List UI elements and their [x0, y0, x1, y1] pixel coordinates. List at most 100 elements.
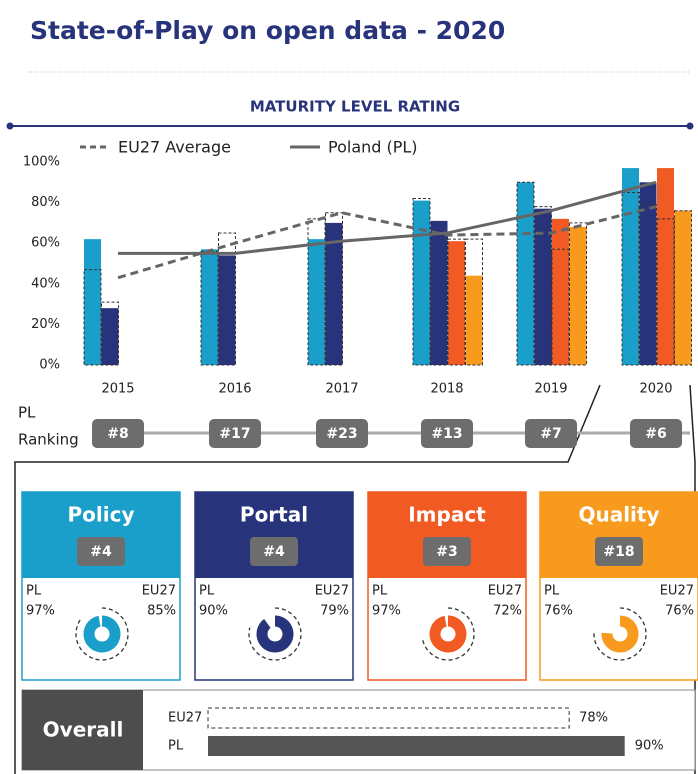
rule-dot — [6, 122, 14, 130]
section-title: MATURITY LEVEL RATING — [250, 98, 460, 116]
eu-label: EU27 — [488, 584, 522, 599]
rank-text: #8 — [107, 426, 128, 442]
rank-badge — [92, 419, 144, 448]
overall-value: 90% — [635, 739, 664, 754]
bar — [413, 200, 430, 365]
eu-label: EU27 — [315, 584, 349, 599]
eu27-bar-outline — [83, 269, 102, 366]
pl-donut — [429, 615, 467, 653]
bar — [201, 249, 218, 365]
eu-value: 79% — [320, 604, 349, 619]
eu27-bar-outline — [621, 191, 640, 366]
bar — [325, 222, 343, 365]
x-tick-label: 2017 — [325, 382, 358, 397]
bar — [465, 275, 483, 365]
rank-badge — [209, 419, 261, 448]
bar — [448, 241, 465, 365]
rule-dot — [686, 122, 694, 130]
legend-label: EU27 Average — [118, 138, 231, 157]
overall-value: 78% — [579, 711, 608, 726]
card-rank-badge — [595, 537, 643, 566]
overall-bar — [207, 707, 570, 729]
card-rank: #4 — [263, 544, 285, 560]
bar — [534, 208, 552, 365]
pl-label: PL — [199, 584, 215, 599]
rank-text: #6 — [645, 426, 666, 442]
card-rank: #18 — [603, 544, 634, 560]
card-title: Impact — [408, 503, 486, 527]
y-tick-label: 100% — [23, 155, 60, 170]
y-tick-label: 60% — [31, 236, 60, 251]
rank-text: #23 — [326, 426, 357, 442]
eu-donut — [248, 607, 302, 661]
rank-badge — [525, 419, 577, 448]
card-rank-badge — [77, 537, 125, 566]
y-tick-label: 40% — [31, 276, 60, 291]
y-tick-label: 0% — [39, 358, 60, 373]
trend-line — [118, 180, 657, 255]
eu27-bar-outline — [447, 238, 466, 366]
page-title: State-of-Play on open data - 2020 — [30, 16, 505, 45]
overall-row-label: PL — [168, 739, 184, 754]
bar — [552, 218, 569, 365]
card-title: Quality — [578, 503, 659, 527]
pl-donut — [256, 615, 294, 653]
overall-bar — [208, 736, 625, 756]
eu27-bar-outline — [551, 248, 570, 366]
bar — [569, 226, 587, 365]
y-tick-label: 20% — [31, 317, 60, 332]
pl-value: 97% — [26, 604, 55, 619]
trend-line — [117, 205, 657, 280]
eu27-bar-outline — [465, 238, 483, 366]
ranking-label: PL — [18, 404, 36, 422]
overall-label-bg — [22, 690, 143, 770]
pl-label: PL — [26, 584, 42, 599]
legend-label: Poland (PL) — [328, 138, 418, 157]
bar — [218, 255, 236, 365]
bar — [674, 210, 692, 365]
pl-value: 90% — [199, 604, 228, 619]
rank-badge — [630, 419, 682, 448]
eu27-bar-outline — [218, 232, 236, 366]
eu27-bar-outline — [569, 222, 587, 366]
eu27-bar-outline — [307, 218, 326, 366]
pl-donut — [601, 615, 639, 653]
bar — [622, 168, 639, 365]
ranking-label: Ranking — [18, 431, 79, 449]
bar — [430, 220, 448, 365]
zoom-connector — [14, 384, 601, 774]
rank-badge — [421, 419, 473, 448]
overall-label: Overall — [43, 718, 124, 742]
eu-value: 72% — [493, 604, 522, 619]
rank-text: #17 — [219, 426, 250, 442]
bar — [517, 182, 534, 365]
overall-row-label: EU27 — [168, 711, 202, 726]
bar — [101, 308, 119, 365]
card-title: Portal — [240, 503, 308, 527]
eu-label: EU27 — [142, 584, 176, 599]
eu-value: 85% — [147, 604, 176, 619]
bar — [84, 239, 101, 365]
eu-donut — [593, 607, 647, 661]
rank-badge — [316, 419, 368, 448]
rank-text: #13 — [431, 426, 462, 442]
x-tick-label: 2019 — [534, 382, 567, 397]
card-rank: #3 — [436, 544, 457, 560]
bar — [308, 239, 325, 365]
eu27-bar-outline — [534, 206, 552, 366]
eu27-bar-outline — [325, 212, 343, 366]
card-rank-badge — [423, 537, 471, 566]
eu-value: 76% — [665, 604, 694, 619]
card-rank-badge — [250, 537, 298, 566]
eu27-bar-outline — [674, 210, 692, 366]
bar — [657, 168, 674, 365]
pl-donut — [83, 615, 121, 653]
x-tick-label: 2016 — [218, 382, 251, 397]
pl-value: 97% — [372, 604, 401, 619]
pl-label: PL — [544, 584, 560, 599]
pl-value: 76% — [544, 604, 573, 619]
x-tick-label: 2018 — [430, 382, 463, 397]
eu-donut — [421, 607, 475, 661]
card-title: Policy — [67, 503, 134, 527]
